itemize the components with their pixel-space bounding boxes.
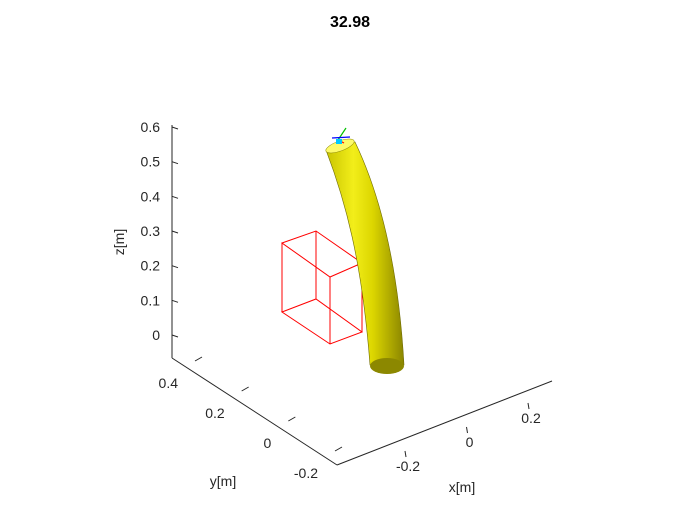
x-tick-label: 0 bbox=[466, 434, 474, 450]
y-axis-line bbox=[171, 357, 338, 466]
z-tick-label: 0.4 bbox=[141, 188, 161, 204]
z-tick-label: 0 bbox=[152, 327, 160, 343]
z-tick-label: 0.2 bbox=[141, 258, 161, 274]
z-tick-label: 0.5 bbox=[141, 154, 161, 170]
z-axis-label: z[m] bbox=[111, 229, 127, 255]
tip-frame-axes bbox=[331, 127, 351, 144]
x-axis-label: x[m] bbox=[449, 479, 475, 495]
x-tick-label: 0.2 bbox=[521, 410, 541, 426]
x-tick bbox=[404, 450, 407, 458]
y-tick bbox=[288, 416, 296, 422]
z-tick-label: 0.6 bbox=[141, 119, 161, 135]
z-tick bbox=[171, 126, 179, 130]
axis-ticks: 0 0.1 0.2 0.3 0.4 0.5 0.6 -0.2 0 0.2 0.4 -0.2 0 0.2 bbox=[141, 119, 541, 481]
y-tick bbox=[241, 386, 249, 392]
z-tick-label: 0.3 bbox=[141, 223, 161, 239]
z-tick bbox=[171, 265, 179, 269]
z-tick bbox=[171, 299, 179, 303]
z-tick bbox=[171, 230, 179, 234]
x-tick bbox=[527, 402, 530, 410]
y-tick-label: 0.4 bbox=[159, 375, 179, 391]
y-tick-label: -0.2 bbox=[294, 465, 318, 481]
x-axis-line bbox=[336, 380, 553, 466]
z-tick bbox=[171, 161, 179, 165]
wireframe-box bbox=[280, 230, 364, 345]
z-tick bbox=[171, 195, 179, 199]
y-axis-label: y[m] bbox=[210, 473, 236, 489]
chart-title: 32.98 bbox=[329, 14, 371, 31]
x-tick bbox=[466, 426, 468, 434]
z-tick-label: 0.1 bbox=[141, 292, 161, 308]
continuum-robot-tube bbox=[325, 138, 405, 374]
x-tick-label: -0.2 bbox=[396, 458, 420, 474]
z-tick bbox=[171, 334, 179, 338]
y-tick-label: 0 bbox=[264, 435, 272, 451]
y-tick bbox=[334, 446, 343, 452]
y-tick bbox=[194, 356, 203, 362]
y-tick-label: 0.2 bbox=[205, 405, 225, 421]
